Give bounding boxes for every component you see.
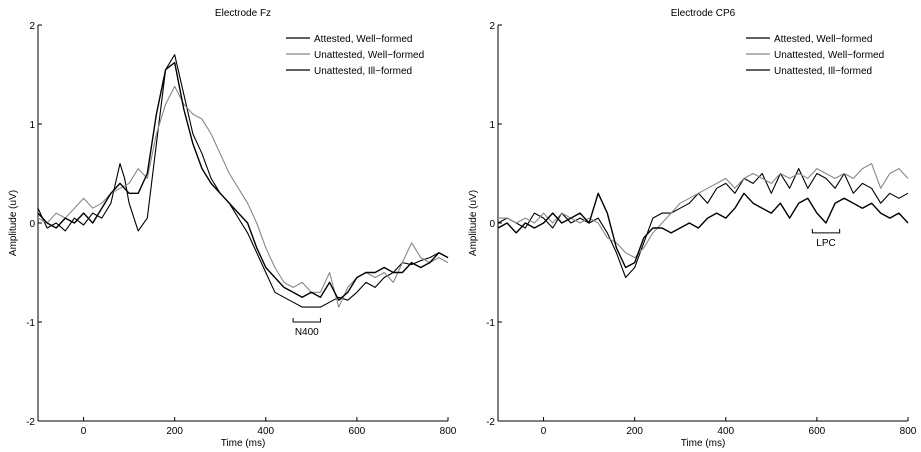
- series-line-2: [498, 163, 909, 259]
- y-tick-label: -1: [486, 318, 495, 329]
- x-tick-label: 0: [81, 426, 87, 437]
- y-axis-label: Amplitude (uV): [8, 190, 19, 256]
- x-tick-label: 600: [349, 426, 366, 437]
- x-tick-label: 800: [440, 426, 457, 437]
- legend-label: Unattested, Well−formed: [774, 50, 884, 61]
- legend-label: Attested, Well−formed: [314, 34, 412, 45]
- x-axis-label: Time (ms): [221, 438, 266, 449]
- x-tick-label: 200: [626, 426, 643, 437]
- chart-title: Electrode CP6: [671, 8, 736, 19]
- y-tick-label: 2: [489, 21, 495, 32]
- y-tick-label: -1: [26, 318, 35, 329]
- chart-title: Electrode Fz: [215, 8, 271, 19]
- y-tick-label: -2: [486, 417, 495, 428]
- y-tick-label: 1: [29, 120, 35, 131]
- x-tick-label: 600: [809, 426, 826, 437]
- annotation-bracket: [292, 318, 321, 323]
- series-line-3: [37, 61, 449, 301]
- annotation-label: LPC: [816, 238, 835, 249]
- x-tick-label: 200: [166, 426, 183, 437]
- y-tick-label: -2: [26, 417, 35, 428]
- legend-label: Unattested, Ill−formed: [314, 66, 412, 77]
- series-line-2: [37, 85, 449, 308]
- y-tick-label: 0: [29, 219, 35, 230]
- legend-label: Unattested, Ill−formed: [774, 66, 872, 77]
- x-tick-label: 400: [717, 426, 734, 437]
- y-tick-label: 2: [29, 21, 35, 32]
- x-axis-label: Time (ms): [681, 438, 726, 449]
- y-tick-label: 1: [489, 120, 495, 131]
- legend-label: Unattested, Well−formed: [314, 50, 424, 61]
- series-line-1: [37, 54, 449, 308]
- legend-label: Attested, Well−formed: [774, 34, 872, 45]
- annotation-bracket: [811, 228, 841, 234]
- series-line-3: [497, 192, 909, 269]
- x-tick-label: 0: [541, 426, 547, 437]
- annotation-label: N400: [295, 327, 319, 338]
- x-tick-label: 800: [900, 426, 917, 437]
- x-tick-label: 400: [257, 426, 274, 437]
- y-tick-label: 0: [489, 219, 495, 230]
- chart-panel-1: 0 200 400 600 800 -2 -1 0 1 2 Electrode Fz Time (ms…: [8, 8, 457, 449]
- series-line-1: [497, 168, 909, 279]
- y-axis-label: Amplitude (uV): [468, 190, 479, 256]
- chart-panel-2: 0 200 400 600 800 -2 -1 0 1 2 Electrode CP6 Time (m…: [468, 8, 917, 449]
